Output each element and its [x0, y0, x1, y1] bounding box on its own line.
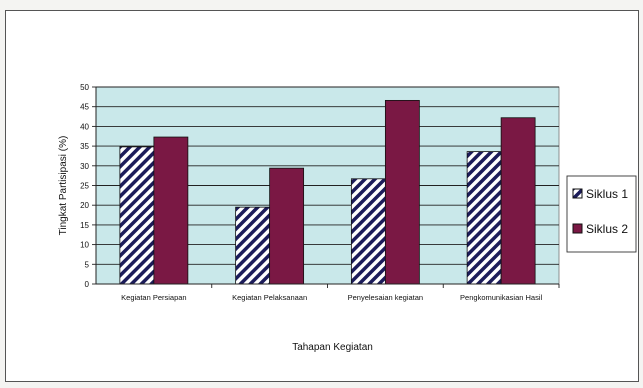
bar-siklus-2: [384, 99, 420, 285]
y-tick-label: 25: [80, 182, 89, 191]
x-tick-label: Kegiatan Pelaksanaan: [232, 293, 307, 302]
y-tick-label: 35: [80, 142, 89, 151]
y-tick-label: 5: [85, 260, 90, 269]
x-tick-label: Pengkomunikasian Hasil: [460, 293, 542, 302]
y-tick-label: 50: [80, 83, 89, 92]
legend-swatch-siklus-1: [572, 188, 583, 199]
y-tick-label: 10: [80, 241, 89, 250]
y-tick-label: 45: [80, 103, 89, 112]
y-tick-label: 40: [80, 122, 89, 131]
x-axis-label: Tahapan Kegiatan: [292, 342, 373, 353]
legend-label-siklus-1: Siklus 1: [586, 187, 628, 201]
bar-siklus-1: [350, 178, 386, 285]
y-tick-labels: 0 5 10 15 20 25 30 35 40 45 50: [80, 83, 89, 289]
x-tick-label: Kegiatan Persiapan: [121, 293, 186, 302]
bar-siklus-2: [500, 117, 536, 285]
bar-siklus-1: [466, 151, 502, 285]
y-tick-label: 0: [85, 280, 90, 289]
y-tick-label: 20: [80, 201, 89, 210]
bar-siklus-1: [235, 206, 271, 285]
legend-label-siklus-2: Siklus 2: [586, 222, 628, 236]
bar-siklus-1: [119, 146, 155, 285]
y-axis-label: Tingkat Partisipasi (%): [58, 136, 69, 236]
axes: [92, 86, 560, 288]
chart-frame: 0 5 10 15 20 25 30 35 40 45 50 Kegiatan Persiapan K…: [5, 10, 639, 382]
y-tick-label: 30: [80, 162, 89, 171]
y-tick-label: 15: [80, 221, 89, 230]
x-tick-label: Penyelesaian kegiatan: [348, 293, 423, 302]
legend: Siklus 1 Siklus 2: [566, 175, 637, 253]
legend-swatch-siklus-2: [572, 223, 583, 234]
x-tick-labels: Kegiatan Persiapan Kegiatan Pelaksanaan Pe…: [121, 293, 542, 302]
bar-siklus-2: [269, 167, 305, 285]
bar-siklus-2: [153, 136, 189, 285]
